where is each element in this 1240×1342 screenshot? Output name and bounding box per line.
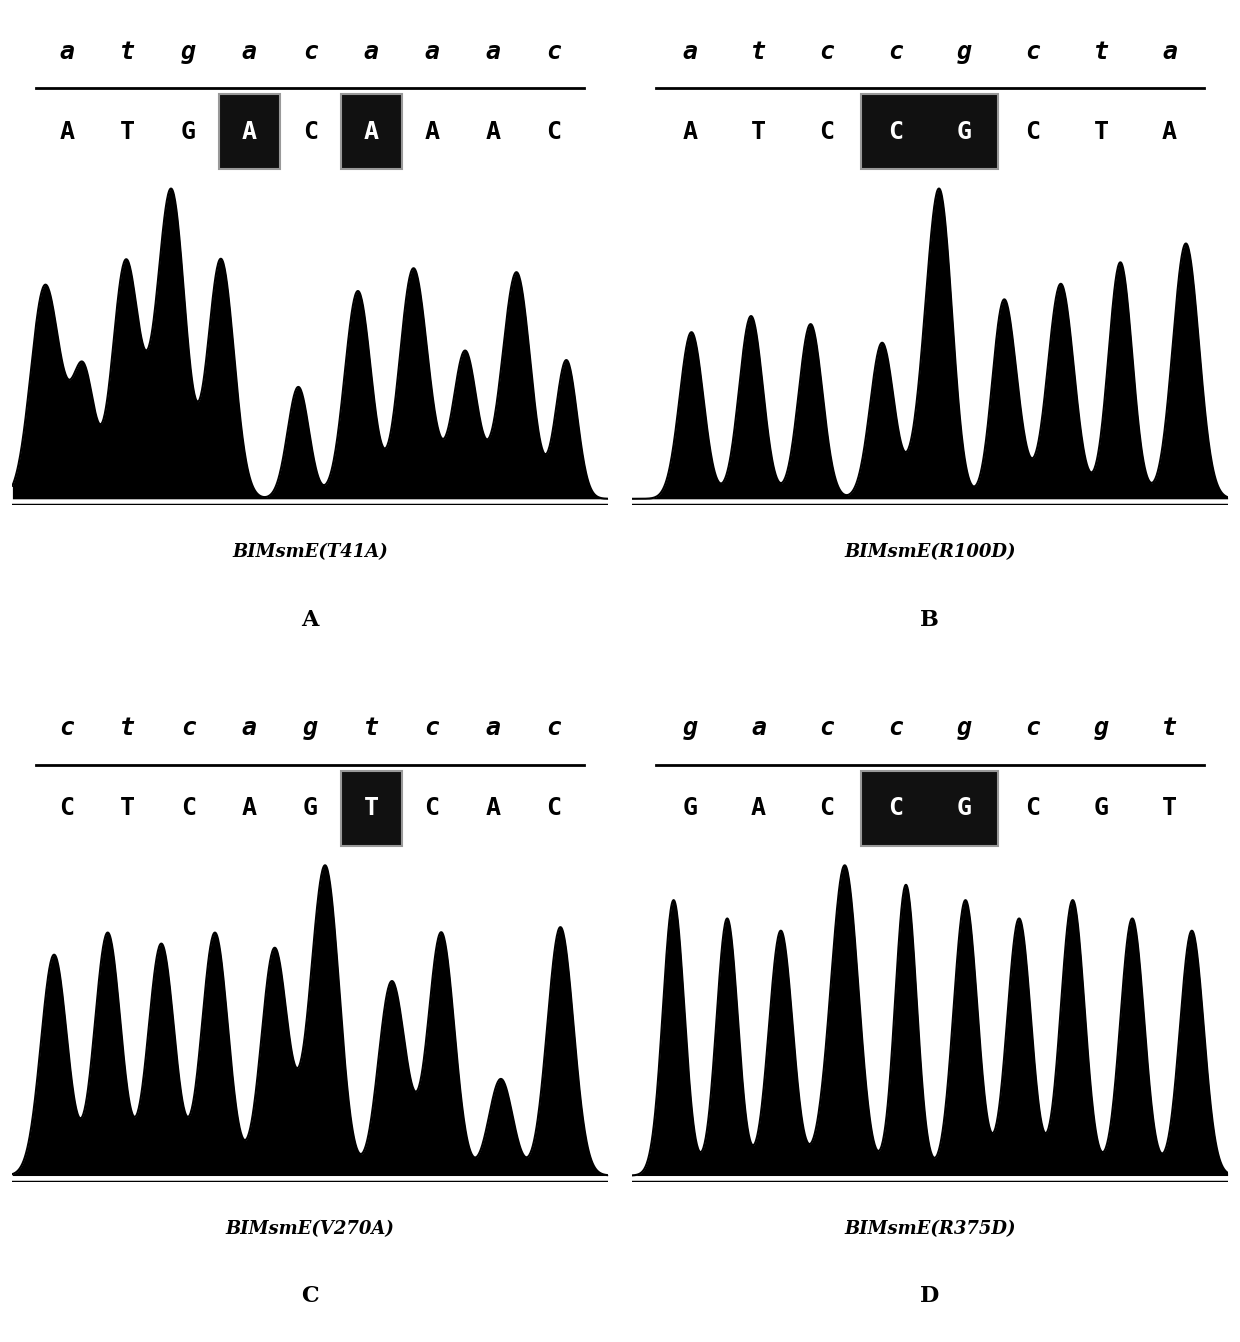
Text: C: C (547, 119, 562, 144)
Bar (341, 94, 402, 169)
Text: A: A (485, 796, 501, 820)
Bar (862, 770, 998, 845)
Text: a: a (1162, 40, 1177, 63)
Text: G: G (303, 796, 317, 820)
Text: BIMsmE(R375D): BIMsmE(R375D) (844, 1220, 1016, 1237)
Text: a: a (682, 40, 697, 63)
Text: t: t (120, 717, 135, 741)
Text: G: G (682, 796, 697, 820)
Text: c: c (820, 40, 835, 63)
Text: T: T (363, 796, 378, 820)
Text: A: A (363, 119, 378, 144)
Text: t: t (1094, 40, 1109, 63)
Text: t: t (363, 717, 378, 741)
Text: T: T (1094, 119, 1109, 144)
Text: c: c (181, 717, 196, 741)
Text: c: c (1025, 40, 1040, 63)
Text: G: G (956, 119, 971, 144)
Text: c: c (547, 40, 562, 63)
Text: C: C (888, 119, 903, 144)
Text: a: a (242, 717, 257, 741)
Text: C: C (424, 796, 439, 820)
Text: T: T (751, 119, 766, 144)
Text: g: g (956, 717, 971, 741)
Text: D: D (920, 1286, 940, 1307)
Text: c: c (820, 717, 835, 741)
Bar (341, 770, 402, 845)
Text: A: A (751, 796, 766, 820)
Text: a: a (363, 40, 378, 63)
Text: c: c (888, 40, 903, 63)
Text: a: a (485, 717, 501, 741)
Text: g: g (1094, 717, 1109, 741)
Text: C: C (181, 796, 196, 820)
Text: g: g (181, 40, 196, 63)
Text: T: T (1162, 796, 1177, 820)
Text: BIMsmE(T41A): BIMsmE(T41A) (232, 544, 388, 561)
Text: A: A (60, 119, 74, 144)
Text: A: A (301, 608, 319, 631)
Text: C: C (303, 119, 317, 144)
Text: t: t (1162, 717, 1177, 741)
Text: B: B (920, 608, 939, 631)
Text: a: a (424, 40, 439, 63)
Text: BIMsmE(V270A): BIMsmE(V270A) (226, 1220, 394, 1237)
Text: T: T (120, 119, 135, 144)
Text: C: C (820, 796, 835, 820)
Text: C: C (1025, 119, 1040, 144)
Text: t: t (120, 40, 135, 63)
Text: A: A (485, 119, 501, 144)
Text: A: A (1162, 119, 1177, 144)
Bar (862, 94, 998, 169)
Text: G: G (1094, 796, 1109, 820)
Text: a: a (242, 40, 257, 63)
Text: g: g (682, 717, 697, 741)
Text: A: A (682, 119, 697, 144)
Text: a: a (60, 40, 74, 63)
Text: T: T (120, 796, 135, 820)
Text: C: C (1025, 796, 1040, 820)
Bar (219, 94, 280, 169)
Text: g: g (956, 40, 971, 63)
Text: A: A (242, 119, 257, 144)
Text: c: c (888, 717, 903, 741)
Text: C: C (301, 1286, 319, 1307)
Text: a: a (751, 717, 766, 741)
Text: c: c (60, 717, 74, 741)
Text: t: t (751, 40, 766, 63)
Text: A: A (424, 119, 439, 144)
Text: BIMsmE(R100D): BIMsmE(R100D) (844, 544, 1016, 561)
Text: A: A (242, 796, 257, 820)
Text: C: C (60, 796, 74, 820)
Text: G: G (956, 796, 971, 820)
Text: C: C (888, 796, 903, 820)
Text: C: C (547, 796, 562, 820)
Text: c: c (1025, 717, 1040, 741)
Text: C: C (820, 119, 835, 144)
Text: a: a (485, 40, 501, 63)
Text: c: c (547, 717, 562, 741)
Text: c: c (424, 717, 439, 741)
Text: G: G (181, 119, 196, 144)
Text: c: c (303, 40, 317, 63)
Text: g: g (303, 717, 317, 741)
